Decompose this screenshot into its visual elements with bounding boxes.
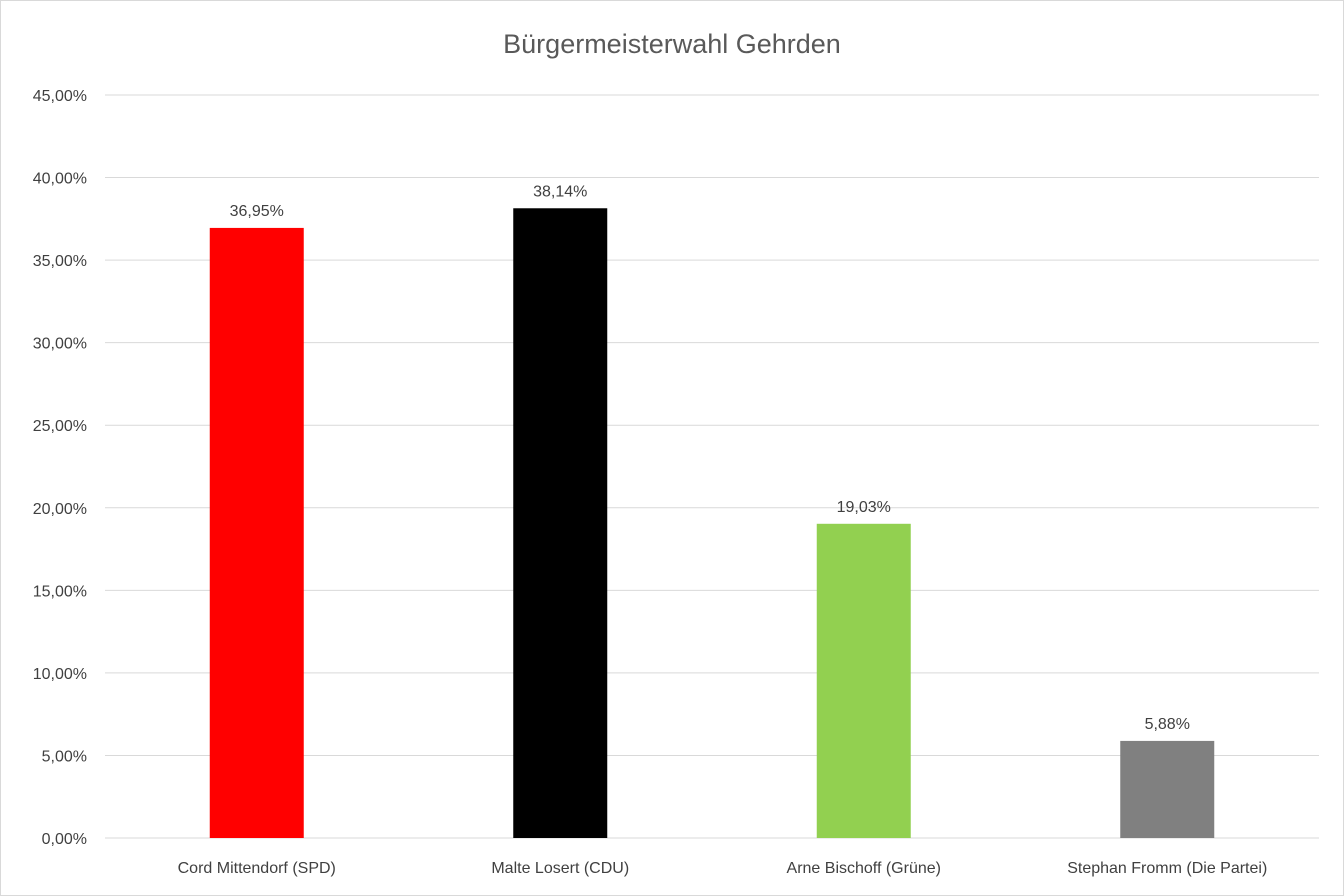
y-tick-label: 35,00%	[33, 253, 87, 270]
y-tick-label: 30,00%	[33, 336, 87, 353]
bar	[209, 227, 304, 839]
bars	[209, 208, 1215, 839]
data-label: 5,88%	[1145, 716, 1190, 733]
data-label: 38,14%	[533, 183, 587, 200]
x-axis-category-labels: Cord Mittendorf (SPD) Malte Losert (CDU) A…	[178, 860, 1268, 877]
y-tick-label: 0,00%	[42, 831, 87, 848]
category-label: Malte Losert (CDU)	[491, 860, 629, 877]
data-label: 19,03%	[837, 499, 891, 516]
y-tick-label: 10,00%	[33, 666, 87, 683]
gridlines	[105, 94, 1319, 839]
y-tick-label: 20,00%	[33, 501, 87, 518]
y-tick-label: 5,00%	[42, 748, 87, 765]
category-label: Cord Mittendorf (SPD)	[178, 860, 336, 877]
chart-title: Bürgermeisterwahl Gehrden	[503, 29, 841, 59]
bar	[1120, 740, 1215, 838]
data-labels: 36,95% 38,14% 19,03% 5,88%	[230, 183, 1190, 733]
bar	[513, 208, 608, 838]
y-tick-label: 45,00%	[33, 88, 87, 105]
category-label: Stephan Fromm (Die Partei)	[1067, 860, 1267, 877]
bar	[816, 523, 911, 838]
y-axis-tick-labels: 0,00% 5,00% 10,00% 15,00% 20,00% 25,00% 30,00%…	[33, 88, 87, 848]
y-tick-label: 40,00%	[33, 171, 87, 188]
category-label: Arne Bischoff (Grüne)	[787, 860, 941, 877]
y-tick-label: 15,00%	[33, 583, 87, 600]
y-tick-label: 25,00%	[33, 418, 87, 435]
data-label: 36,95%	[230, 203, 284, 220]
